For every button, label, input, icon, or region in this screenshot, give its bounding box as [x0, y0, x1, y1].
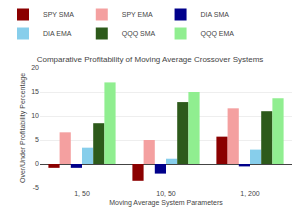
svg-text:10, 50: 10, 50	[156, 190, 176, 197]
svg-text:20: 20	[31, 64, 39, 71]
svg-text:0: 0	[35, 160, 39, 167]
svg-text:-5: -5	[33, 184, 39, 191]
svg-text:10: 10	[31, 112, 39, 119]
svg-text:DIA EMA: DIA EMA	[43, 30, 72, 37]
svg-text:1, 50: 1, 50	[74, 190, 90, 197]
svg-text:1, 200: 1, 200	[240, 190, 260, 197]
svg-text:DIA SMA: DIA SMA	[201, 11, 230, 18]
svg-text:QQQ EMA: QQQ EMA	[201, 30, 235, 38]
svg-text:Over/Under Profitability Perce: Over/Under Profitability Percentage	[19, 73, 27, 183]
svg-text:SPY EMA: SPY EMA	[122, 11, 153, 18]
svg-text:SPY SMA: SPY SMA	[43, 11, 74, 18]
svg-text:15: 15	[31, 88, 39, 95]
svg-text:Comparative Profitability of M: Comparative Profitability of Moving Aver…	[37, 55, 264, 64]
svg-text:5: 5	[35, 136, 39, 143]
svg-text:Moving Average System Paramete: Moving Average System Parameters	[109, 199, 223, 207]
svg-text:QQQ SMA: QQQ SMA	[122, 30, 156, 38]
